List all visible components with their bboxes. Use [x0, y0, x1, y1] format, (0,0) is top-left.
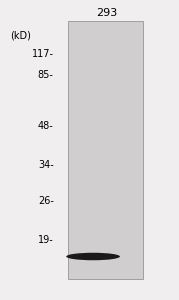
Text: 26-: 26- — [38, 196, 54, 206]
Text: 85-: 85- — [38, 70, 54, 80]
Text: 48-: 48- — [38, 121, 54, 131]
Text: 34-: 34- — [38, 160, 54, 170]
Ellipse shape — [66, 253, 120, 260]
Text: 117-: 117- — [32, 49, 54, 59]
Text: 293: 293 — [96, 8, 117, 17]
Text: (kD): (kD) — [10, 30, 31, 40]
FancyBboxPatch shape — [68, 21, 143, 279]
Text: 19-: 19- — [38, 235, 54, 245]
